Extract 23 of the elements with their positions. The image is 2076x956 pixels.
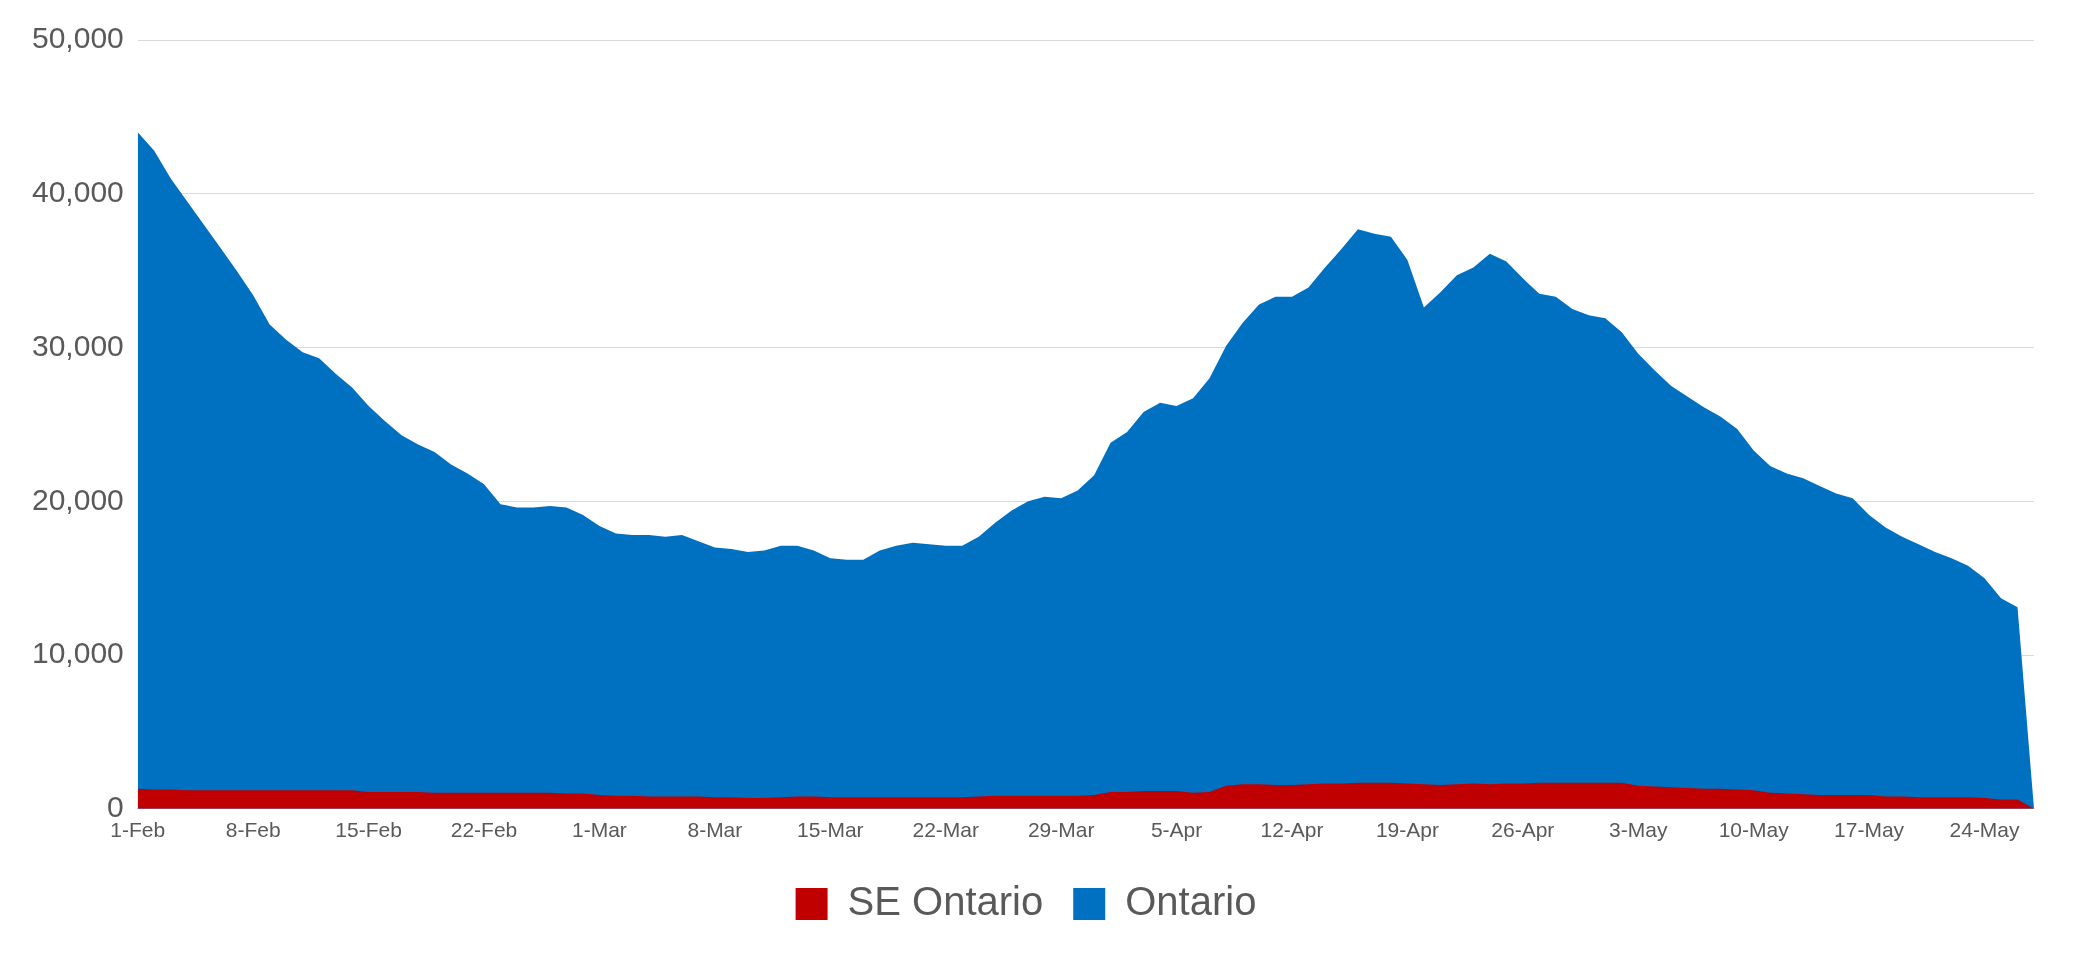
y-tick-label: 10,000: [31, 636, 124, 670]
y-tick-label: 50,000: [31, 21, 124, 55]
x-tick-label: 12-Apr: [1260, 818, 1324, 842]
x-tick-label: 24-May: [1949, 818, 2021, 842]
x-tick-label: 1-Mar: [572, 818, 627, 842]
x-tick-label: 26-Apr: [1491, 818, 1555, 842]
x-tick-label: 8-Mar: [687, 818, 743, 842]
y-tick-label: 40,000: [31, 175, 124, 209]
x-tick-label: 8-Feb: [225, 818, 281, 842]
x-tick-label: 15-Mar: [797, 818, 864, 842]
x-tick-label: 10-May: [1718, 818, 1790, 842]
x-tick-label: 3-May: [1609, 818, 1668, 842]
x-tick-label: 29-Mar: [1027, 818, 1095, 842]
y-tick-label: 30,000: [31, 328, 124, 362]
legend-label: Ontario: [1125, 879, 1257, 924]
x-tick-label: 19-Apr: [1375, 818, 1439, 842]
y-tick-label: 20,000: [31, 482, 124, 516]
legend-label: SE Ontario: [847, 879, 1044, 924]
x-tick-label: 17-May: [1834, 818, 1905, 842]
x-tick-label: 15-Feb: [335, 818, 402, 842]
x-tick-label: 22-Mar: [912, 818, 979, 842]
x-tick-label: 5-Apr: [1150, 818, 1203, 842]
x-tick-label: 22-Feb: [450, 818, 518, 842]
